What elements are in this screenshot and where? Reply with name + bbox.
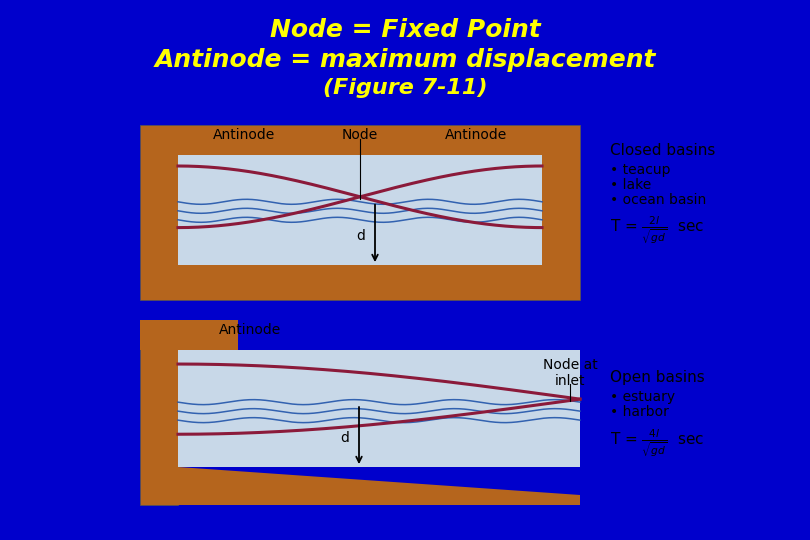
Text: Antinode: Antinode (446, 128, 508, 142)
Text: • ocean basin: • ocean basin (610, 193, 706, 207)
Bar (178, 155, 542, 265)
Bar (140, 320, 178, 505)
Bar (140, 320, 238, 350)
Bar (140, 125, 580, 300)
Text: • harbor: • harbor (610, 405, 669, 419)
Text: T = $\frac{2l}{\sqrt{gd}}$  sec: T = $\frac{2l}{\sqrt{gd}}$ sec (610, 215, 704, 246)
Polygon shape (178, 467, 580, 505)
Text: Node at
inlet: Node at inlet (543, 358, 597, 388)
Bar (178, 350, 580, 467)
Text: T = $\frac{4l}{\sqrt{gd}}$  sec: T = $\frac{4l}{\sqrt{gd}}$ sec (610, 428, 704, 460)
Text: • lake: • lake (610, 178, 651, 192)
Text: Node = Fixed Point: Node = Fixed Point (270, 18, 540, 42)
Text: • teacup: • teacup (610, 163, 671, 177)
Text: d: d (340, 431, 349, 445)
Text: Node: Node (342, 128, 378, 142)
Text: (Figure 7-11): (Figure 7-11) (322, 78, 488, 98)
Text: • estuary: • estuary (610, 390, 675, 404)
Text: Antinode: Antinode (212, 128, 275, 142)
Text: Antinode = maximum displacement: Antinode = maximum displacement (154, 48, 656, 72)
Text: Antinode: Antinode (220, 323, 282, 337)
Text: d: d (356, 229, 365, 243)
Text: Closed basins: Closed basins (610, 143, 715, 158)
Text: Open basins: Open basins (610, 370, 705, 385)
